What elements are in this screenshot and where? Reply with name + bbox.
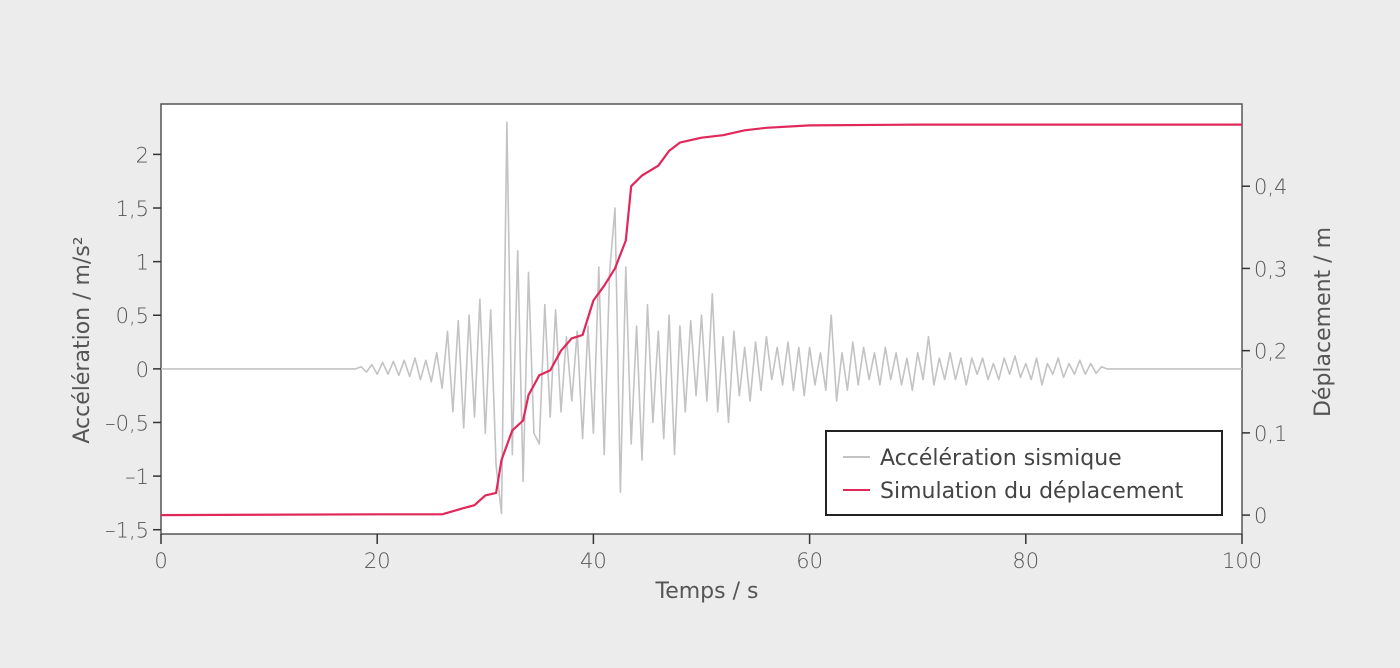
y-left-tick-label: 0,5 [116, 304, 149, 328]
y-left-tick-label: –1 [125, 465, 149, 489]
x-tick-label: 0 [154, 549, 167, 573]
legend: Accélération sismique Simulation du dépl… [825, 430, 1223, 516]
y-right-tick-label: 0,2 [1254, 340, 1287, 364]
y-left-tick-label: 1 [136, 251, 149, 275]
x-tick-label: 60 [796, 549, 823, 573]
displacement-line [160, 123, 1242, 517]
legend-label-displacement: Simulation du déplacement [880, 479, 1184, 504]
legend-label-acceleration: Accélération sismique [880, 446, 1122, 471]
y-left-tick-label: –1,5 [105, 519, 149, 543]
y-left-tick-label: –0,5 [105, 411, 149, 435]
x-tick-label: 40 [580, 549, 607, 573]
x-tick-label: 100 [1222, 549, 1262, 573]
y-right-tick-label: 0,1 [1254, 422, 1287, 446]
x-axis-label: Temps / s [655, 579, 759, 604]
x-tick-label: 80 [1012, 549, 1039, 573]
y-left-tick-label: 2 [136, 143, 149, 167]
y-right-tick-label: 0 [1254, 504, 1267, 528]
y-left-tick-label: 1,5 [116, 197, 149, 221]
y-right-tick-label: 0,3 [1254, 257, 1287, 281]
y-right-axis-label: Déplacement / m [1311, 227, 1336, 417]
acceleration-line [161, 121, 1242, 515]
legend-box [825, 430, 1223, 516]
y-left-tick-label: 0 [136, 358, 149, 382]
y-left-axis-label: Accélération / m/s² [70, 236, 95, 443]
x-tick-label: 20 [364, 549, 391, 573]
y-right-tick-label: 0,4 [1254, 175, 1287, 199]
